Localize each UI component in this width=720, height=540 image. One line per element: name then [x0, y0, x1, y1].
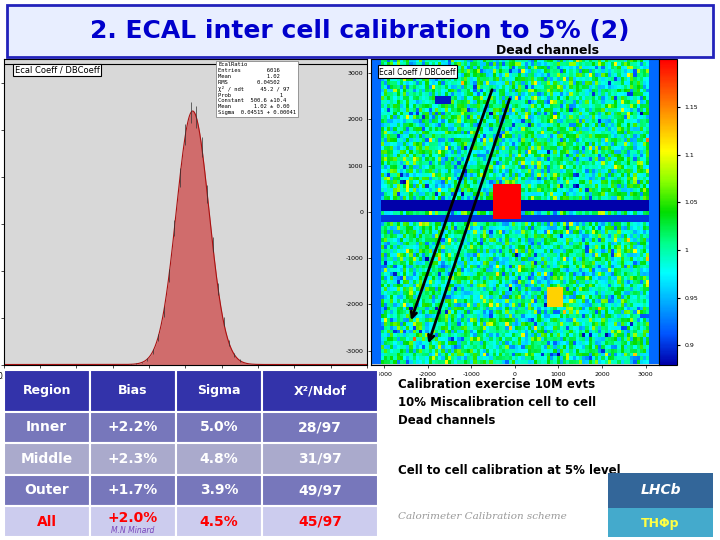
Text: 5.0%: 5.0%	[199, 421, 238, 435]
Text: Ecal Coeff / DBCoeff: Ecal Coeff / DBCoeff	[379, 67, 456, 76]
Text: Χ²/Ndof: Χ²/Ndof	[294, 384, 346, 397]
Bar	[262, 506, 378, 537]
Bar	[176, 506, 262, 537]
Bar	[90, 370, 176, 411]
FancyBboxPatch shape	[7, 5, 713, 57]
Text: Outer: Outer	[24, 483, 69, 497]
Text: Middle: Middle	[21, 452, 73, 466]
Text: Calibration exercise 10M evts
10% Miscalibration cell to cell
Dead channels: Calibration exercise 10M evts 10% Miscal…	[398, 378, 597, 427]
Text: Region: Region	[22, 384, 71, 397]
Text: Bias: Bias	[118, 384, 148, 397]
Bar	[262, 370, 378, 411]
Bar	[608, 472, 713, 508]
Text: 49/97: 49/97	[298, 483, 342, 497]
Bar	[4, 411, 90, 443]
Bar	[90, 411, 176, 443]
Bar	[262, 475, 378, 506]
Text: 4.8%: 4.8%	[199, 452, 238, 466]
Bar	[90, 506, 176, 537]
Text: +2.2%: +2.2%	[107, 421, 158, 435]
Text: Sigma: Sigma	[197, 384, 240, 397]
Text: +2.3%: +2.3%	[108, 452, 158, 466]
Bar	[262, 411, 378, 443]
Text: Inner: Inner	[26, 421, 67, 435]
Bar	[4, 443, 90, 475]
Text: EcalRatio
Entries        6016
Mean           1.02
RMS         0.04502
χ² / ndt  : EcalRatio Entries 6016 Mean 1.02 RMS 0.0…	[218, 63, 296, 115]
Text: THΦp: THΦp	[642, 517, 680, 530]
Bar	[90, 443, 176, 475]
Text: 3.9%: 3.9%	[199, 483, 238, 497]
Bar	[4, 370, 90, 411]
Bar	[176, 411, 262, 443]
Text: +2.0%: +2.0%	[108, 511, 158, 525]
Text: LHCb: LHCb	[640, 483, 681, 497]
Text: Ecal Coeff / DBCoeff: Ecal Coeff / DBCoeff	[14, 65, 99, 75]
Bar	[176, 443, 262, 475]
Text: Calorimeter Calibration scheme: Calorimeter Calibration scheme	[398, 511, 567, 521]
Text: 45/97: 45/97	[298, 515, 342, 529]
Bar	[608, 508, 713, 537]
Text: +1.7%: +1.7%	[108, 483, 158, 497]
Bar	[176, 475, 262, 506]
Text: All: All	[37, 515, 57, 529]
Text: 4.5%: 4.5%	[199, 515, 238, 529]
Bar	[4, 506, 90, 537]
Text: 28/97: 28/97	[298, 421, 342, 435]
Text: M.N Minard: M.N Minard	[111, 526, 155, 535]
Bar	[176, 370, 262, 411]
Text: 31/97: 31/97	[298, 452, 342, 466]
Bar	[262, 443, 378, 475]
Text: Cell to cell calibration at 5% level: Cell to cell calibration at 5% level	[398, 464, 621, 477]
Bar	[4, 475, 90, 506]
Text: Dead channels: Dead channels	[495, 44, 599, 57]
Bar	[90, 475, 176, 506]
Text: 2. ECAL inter cell calibration to 5% (2): 2. ECAL inter cell calibration to 5% (2)	[90, 19, 630, 43]
